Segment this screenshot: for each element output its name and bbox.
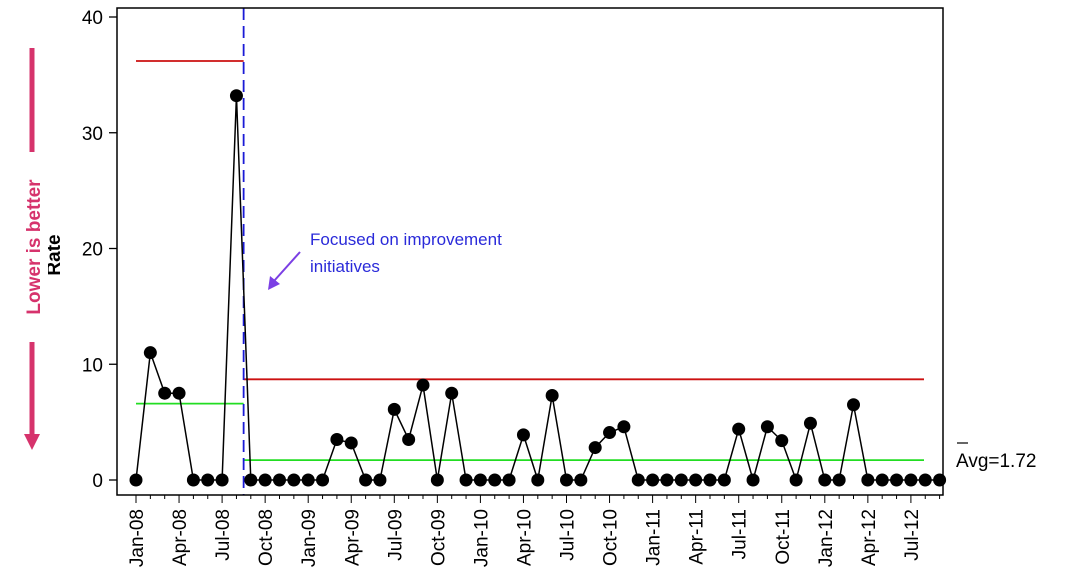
- data-point: [918, 473, 932, 487]
- x-tick-label: Jan-11: [644, 509, 665, 566]
- data-point: [488, 473, 502, 487]
- x-tick-label: Apr-08: [170, 509, 191, 566]
- lower-is-better-label: Lower is better: [24, 179, 45, 315]
- data-point: [832, 473, 846, 487]
- data-point: [646, 473, 660, 487]
- data-point: [847, 398, 860, 412]
- y-tick-label: 10: [82, 355, 103, 376]
- x-tick-label: Jul-10: [558, 509, 579, 561]
- data-point: [660, 473, 674, 487]
- data-point: [861, 473, 875, 487]
- annotation-line-2: initiatives: [310, 257, 380, 276]
- x-tick-label: Jan-12: [816, 509, 837, 567]
- data-point: [732, 422, 746, 436]
- data-point: [789, 473, 803, 487]
- data-point: [875, 473, 889, 487]
- x-tick-label: Jan-09: [299, 509, 320, 567]
- data-point: [129, 473, 143, 487]
- data-point: [588, 441, 602, 455]
- tick-labels: 0 10 20 30 40 Jan-08 Apr-08 Jul-08 Oct-08 Jan-09 A…: [82, 8, 923, 567]
- data-point: [172, 386, 186, 400]
- data-point: [459, 473, 473, 487]
- data-point: [244, 473, 258, 487]
- data-point: [803, 416, 817, 430]
- data-point: [330, 432, 344, 446]
- control-limits: [136, 8, 924, 495]
- annotation-line-1: Focused on improvement: [310, 230, 502, 249]
- data-point: [201, 473, 215, 487]
- data-point: [301, 473, 315, 487]
- data-point: [445, 386, 459, 400]
- x-tick-label: Oct-10: [601, 509, 622, 566]
- x-tick-label: Apr-11: [687, 509, 708, 565]
- data-point: [746, 473, 760, 487]
- data-point: [143, 346, 157, 360]
- x-tick-label: Oct-09: [428, 509, 449, 566]
- y-tick-label: 30: [82, 124, 103, 145]
- data-point: [273, 473, 286, 487]
- data-point: [545, 389, 559, 403]
- data-point: [717, 473, 731, 487]
- data-point: [473, 473, 487, 487]
- data-point: [689, 473, 703, 487]
- data-point: [287, 473, 301, 487]
- data-point: [430, 473, 444, 487]
- data-point: [890, 473, 904, 487]
- data-point: [344, 436, 358, 450]
- data-point: [617, 420, 631, 434]
- data-point: [674, 473, 688, 487]
- data-point: [775, 434, 789, 448]
- data-point: [158, 386, 172, 400]
- plot-frame: [116, 7, 944, 496]
- data-point: [631, 473, 645, 487]
- data-point: [531, 473, 545, 487]
- lower-is-better-label-bg: [16, 152, 48, 342]
- data-point: [703, 473, 717, 487]
- x-tick-label: Jul-12: [902, 509, 923, 561]
- x-tick-label: Jan-10: [471, 509, 492, 567]
- data-point: [760, 420, 774, 434]
- avg-value-label: Avg=1.72: [956, 451, 1036, 472]
- data-point: [402, 432, 416, 446]
- data-point: [316, 473, 330, 487]
- x-tick-label: Jan-08: [127, 509, 148, 567]
- x-tick-label: Oct-11: [773, 509, 794, 565]
- x-tick-label: Apr-10: [514, 509, 535, 566]
- x-tick-label: Jul-09: [385, 509, 406, 561]
- lower-is-better-indicator: Lower is better: [16, 48, 48, 450]
- rate-series: [129, 89, 947, 487]
- rate-line: [135, 95, 940, 483]
- y-tick-label: 0: [92, 471, 103, 492]
- x-tick-label: Jul-08: [213, 509, 234, 561]
- data-point: [229, 89, 243, 103]
- lower-is-better-arrow-head: [24, 434, 40, 450]
- data-point: [387, 402, 401, 416]
- y-axis-label: Rate: [44, 234, 65, 275]
- data-point: [373, 473, 387, 487]
- data-point: [560, 473, 573, 487]
- x-tick-label: Apr-09: [342, 509, 363, 566]
- data-point: [215, 473, 229, 487]
- data-point: [359, 473, 373, 487]
- improvement-annotation: Focused on improvement initiatives: [268, 230, 502, 290]
- x-tick-label: Apr-12: [859, 509, 880, 566]
- x-tick-label: Jul-11: [730, 509, 751, 559]
- data-point: [416, 378, 430, 392]
- data-point: [502, 473, 516, 487]
- y-tick-label: 40: [82, 8, 103, 29]
- data-point: [258, 473, 272, 487]
- x-tick-label: Oct-08: [256, 509, 277, 566]
- data-point: [603, 426, 617, 440]
- data-point: [516, 428, 530, 442]
- y-tick-label: 20: [82, 240, 103, 261]
- data-point: [933, 473, 947, 487]
- data-point: [818, 473, 832, 487]
- data-point: [904, 473, 918, 487]
- data-point: [186, 473, 200, 487]
- average-label: Avg=1.72: [956, 442, 1036, 472]
- annotation-arrow-head: [268, 276, 280, 290]
- data-point: [574, 473, 588, 487]
- annotation-arrow-shaft: [273, 251, 301, 282]
